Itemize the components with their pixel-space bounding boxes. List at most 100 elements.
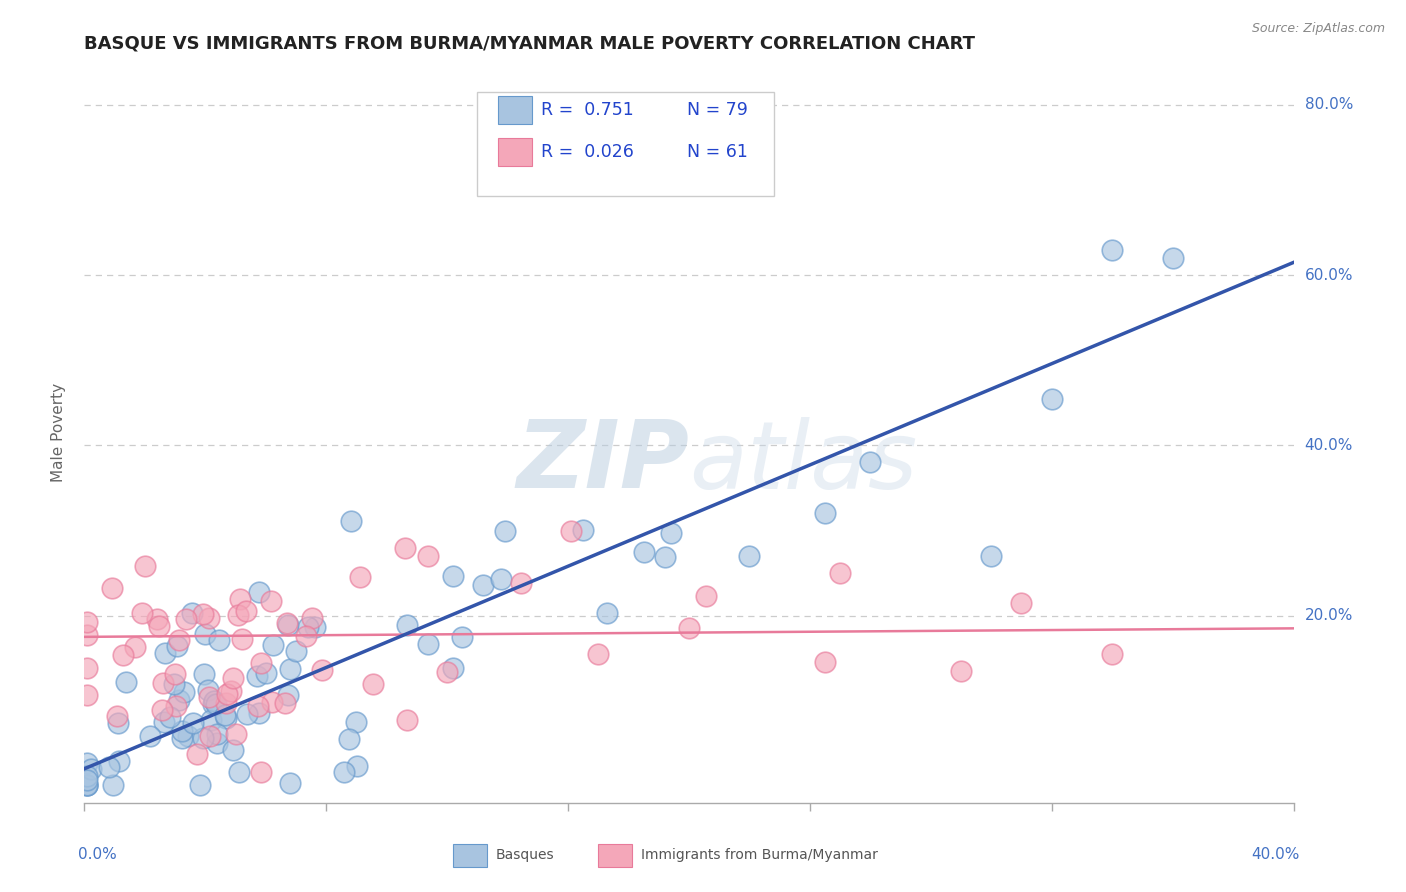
- Point: [395, 713, 418, 727]
- Point: [262, 638, 284, 652]
- Point: [247, 706, 270, 720]
- Point: [226, 608, 249, 623]
- Point: [191, 731, 214, 745]
- Point: [814, 507, 837, 521]
- Point: [98, 760, 121, 774]
- Point: [246, 669, 269, 683]
- Point: [76, 688, 98, 702]
- Text: 80.0%: 80.0%: [1305, 97, 1353, 112]
- Point: [247, 584, 270, 599]
- Point: [202, 694, 225, 708]
- Point: [163, 677, 186, 691]
- FancyBboxPatch shape: [599, 844, 633, 867]
- Text: 40.0%: 40.0%: [1305, 438, 1353, 453]
- Point: [361, 677, 384, 691]
- Point: [181, 607, 204, 621]
- Point: [235, 604, 257, 618]
- Point: [274, 696, 297, 710]
- Point: [284, 643, 307, 657]
- Point: [1040, 392, 1063, 406]
- Point: [76, 773, 98, 788]
- Point: [830, 566, 852, 580]
- Point: [295, 629, 318, 643]
- Point: [198, 690, 221, 704]
- Point: [76, 661, 98, 675]
- Point: [222, 671, 245, 685]
- Point: [115, 675, 138, 690]
- Text: 40.0%: 40.0%: [1251, 847, 1299, 863]
- Point: [170, 731, 193, 746]
- Point: [229, 592, 252, 607]
- Text: Source: ZipAtlas.com: Source: ZipAtlas.com: [1251, 22, 1385, 36]
- Text: ZIP: ZIP: [516, 417, 689, 508]
- FancyBboxPatch shape: [478, 92, 773, 195]
- Point: [395, 618, 418, 632]
- Y-axis label: Male Poverty: Male Poverty: [51, 383, 66, 483]
- Point: [221, 684, 243, 698]
- FancyBboxPatch shape: [498, 138, 531, 166]
- Point: [134, 559, 156, 574]
- Point: [950, 664, 973, 678]
- Point: [337, 732, 360, 747]
- Point: [76, 778, 98, 792]
- Point: [153, 646, 176, 660]
- FancyBboxPatch shape: [498, 95, 531, 124]
- Point: [254, 665, 277, 680]
- Point: [105, 709, 128, 723]
- Point: [416, 549, 439, 564]
- Point: [205, 697, 228, 711]
- Point: [1011, 596, 1033, 610]
- Point: [297, 620, 319, 634]
- Point: [340, 514, 363, 528]
- Text: Basques: Basques: [495, 848, 554, 863]
- Point: [695, 589, 717, 603]
- Point: [76, 778, 98, 792]
- Point: [108, 754, 131, 768]
- Point: [177, 729, 200, 743]
- Point: [236, 706, 259, 721]
- Point: [181, 716, 204, 731]
- Point: [304, 620, 326, 634]
- Point: [1101, 647, 1123, 661]
- Text: 60.0%: 60.0%: [1305, 268, 1353, 283]
- Point: [472, 578, 495, 592]
- Point: [186, 747, 208, 762]
- Point: [193, 666, 215, 681]
- Point: [246, 698, 269, 713]
- Point: [205, 736, 228, 750]
- Point: [197, 611, 219, 625]
- Point: [588, 647, 610, 661]
- Point: [173, 685, 195, 699]
- Point: [441, 661, 464, 675]
- Point: [145, 612, 167, 626]
- Point: [814, 656, 837, 670]
- Point: [215, 696, 238, 710]
- Point: [188, 778, 211, 792]
- Point: [152, 703, 174, 717]
- Point: [76, 769, 98, 783]
- Point: [262, 695, 284, 709]
- Point: [167, 633, 190, 648]
- Point: [208, 633, 231, 648]
- Point: [277, 688, 299, 702]
- Point: [174, 612, 197, 626]
- FancyBboxPatch shape: [453, 844, 486, 867]
- Point: [76, 615, 98, 629]
- Point: [159, 710, 181, 724]
- Point: [200, 714, 222, 728]
- Point: [191, 607, 214, 621]
- Point: [107, 715, 129, 730]
- Point: [225, 727, 247, 741]
- Point: [76, 756, 98, 770]
- Point: [165, 666, 187, 681]
- Point: [197, 683, 219, 698]
- Point: [489, 572, 512, 586]
- Point: [560, 524, 582, 538]
- Point: [198, 729, 221, 743]
- Point: [148, 619, 170, 633]
- Point: [441, 569, 464, 583]
- Point: [222, 742, 245, 756]
- Point: [980, 549, 1002, 563]
- Point: [169, 692, 191, 706]
- Point: [278, 776, 301, 790]
